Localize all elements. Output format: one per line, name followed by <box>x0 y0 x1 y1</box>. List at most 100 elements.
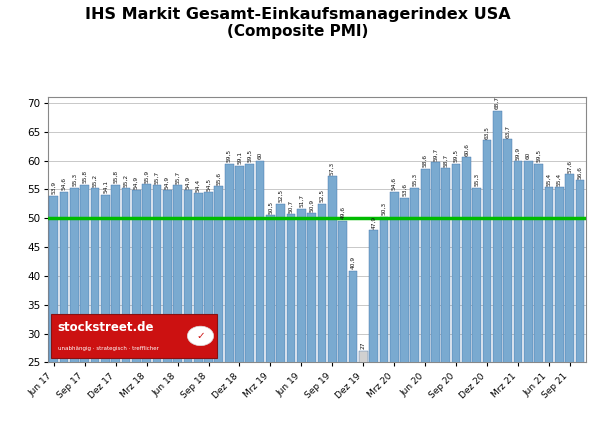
Bar <box>338 221 347 442</box>
Text: 63,7: 63,7 <box>505 125 510 138</box>
Text: 59,5: 59,5 <box>227 149 231 162</box>
Bar <box>483 141 491 442</box>
Text: 59,5: 59,5 <box>453 149 459 162</box>
Bar <box>49 196 58 442</box>
Text: 59,5: 59,5 <box>248 149 252 162</box>
Text: (Composite PMI): (Composite PMI) <box>227 24 368 39</box>
Text: 49,6: 49,6 <box>340 206 345 219</box>
Bar <box>534 164 543 442</box>
Text: 55,7: 55,7 <box>175 171 180 184</box>
Bar <box>441 168 450 442</box>
Text: 58,6: 58,6 <box>422 154 428 167</box>
Text: 55,2: 55,2 <box>124 174 129 187</box>
Text: 54,6: 54,6 <box>62 177 67 191</box>
Bar <box>121 188 130 442</box>
Text: 55,3: 55,3 <box>412 173 417 187</box>
Bar <box>421 169 430 442</box>
Bar <box>60 192 68 442</box>
Bar <box>369 230 378 442</box>
Text: 54,9: 54,9 <box>186 175 190 189</box>
Bar <box>431 162 440 442</box>
Text: 59,9: 59,9 <box>515 147 521 160</box>
Text: 55,9: 55,9 <box>144 170 149 183</box>
Bar <box>400 198 409 442</box>
Text: 54,9: 54,9 <box>134 175 139 189</box>
Bar <box>452 164 461 442</box>
Text: 54,5: 54,5 <box>206 178 211 191</box>
Bar <box>493 110 502 442</box>
Bar <box>328 176 337 442</box>
Bar <box>225 164 234 442</box>
Text: 55,7: 55,7 <box>155 171 159 184</box>
Text: 60: 60 <box>526 152 531 159</box>
Bar <box>70 188 79 442</box>
Bar <box>287 214 296 442</box>
Text: 50,3: 50,3 <box>381 202 386 215</box>
Text: stockstreet.de: stockstreet.de <box>58 321 154 335</box>
Bar <box>307 213 316 442</box>
Bar <box>194 193 202 442</box>
Bar <box>173 186 182 442</box>
Text: 53,9: 53,9 <box>51 181 57 194</box>
Text: 55,3: 55,3 <box>474 173 479 187</box>
Text: 50,9: 50,9 <box>309 198 314 212</box>
Bar <box>575 180 584 442</box>
Bar <box>524 160 533 442</box>
Bar <box>183 190 192 442</box>
Text: 47,9: 47,9 <box>371 216 376 229</box>
Bar <box>318 204 327 442</box>
Text: 50,7: 50,7 <box>289 200 293 213</box>
Text: 55,8: 55,8 <box>113 170 118 183</box>
Text: 55,8: 55,8 <box>82 170 87 183</box>
Bar <box>204 192 213 442</box>
Bar <box>503 139 512 442</box>
Text: 58,7: 58,7 <box>443 153 448 167</box>
Text: 55,4: 55,4 <box>557 173 562 186</box>
Bar <box>101 194 109 442</box>
Bar <box>90 188 99 442</box>
Bar <box>297 209 306 442</box>
Bar <box>132 190 140 442</box>
Text: 55,6: 55,6 <box>217 171 221 185</box>
Bar <box>565 175 574 442</box>
Text: unabhängig · strategisch · trefflicher: unabhängig · strategisch · trefflicher <box>58 346 159 351</box>
Text: 53,6: 53,6 <box>402 183 407 196</box>
Bar <box>544 187 553 442</box>
Bar <box>472 188 481 442</box>
Text: 55,4: 55,4 <box>546 173 552 186</box>
Bar <box>380 217 389 442</box>
Bar <box>111 185 120 442</box>
Bar <box>276 204 285 442</box>
Bar <box>245 164 254 442</box>
Text: 50,5: 50,5 <box>268 201 273 214</box>
Text: 59,1: 59,1 <box>237 152 242 164</box>
Bar <box>142 184 151 442</box>
Bar <box>390 192 399 442</box>
Text: 60,6: 60,6 <box>464 143 469 156</box>
Text: 40,9: 40,9 <box>350 256 355 269</box>
Text: 56,6: 56,6 <box>577 166 583 179</box>
Text: 57,6: 57,6 <box>567 160 572 173</box>
Text: 57,3: 57,3 <box>330 162 335 175</box>
Text: 63,5: 63,5 <box>484 126 490 139</box>
Bar <box>80 185 89 442</box>
Text: 54,1: 54,1 <box>103 180 108 193</box>
Text: 54,9: 54,9 <box>165 175 170 189</box>
Bar <box>462 157 471 442</box>
Text: 59,7: 59,7 <box>433 148 438 161</box>
Text: 55,3: 55,3 <box>72 173 77 187</box>
Text: 52,5: 52,5 <box>320 189 324 202</box>
Bar <box>256 160 265 442</box>
Text: ✓: ✓ <box>196 331 205 341</box>
Text: 54,4: 54,4 <box>196 179 201 191</box>
Text: 60: 60 <box>258 152 262 159</box>
Bar <box>513 161 522 442</box>
Bar <box>411 188 419 442</box>
Bar <box>163 190 171 442</box>
Text: 55,2: 55,2 <box>93 174 98 187</box>
Text: 27: 27 <box>361 342 366 350</box>
Text: 52,5: 52,5 <box>278 189 283 202</box>
Bar <box>152 186 161 442</box>
Bar <box>214 186 223 442</box>
Bar <box>359 351 368 442</box>
